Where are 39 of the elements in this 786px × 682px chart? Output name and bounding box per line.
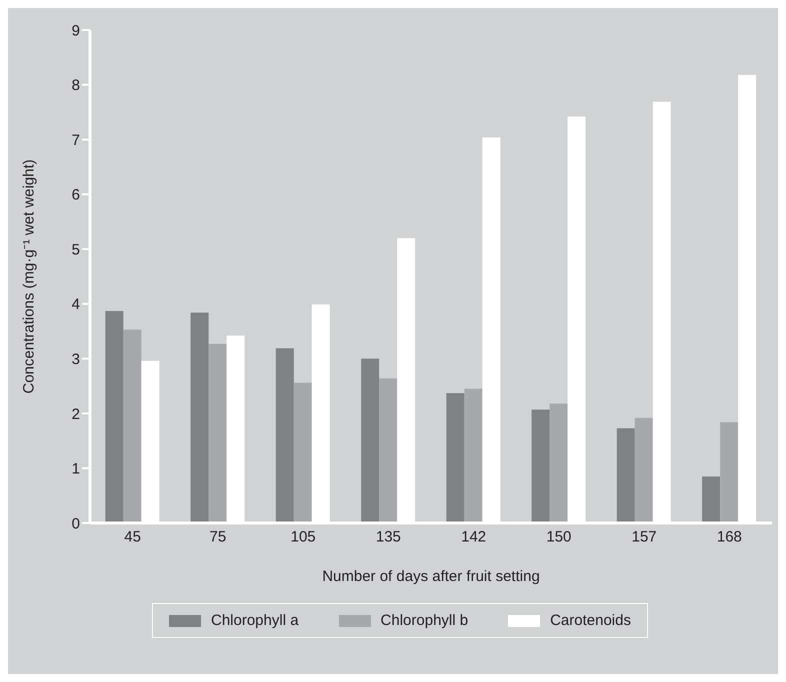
x-tick-label: 105 bbox=[290, 528, 316, 546]
x-tick-label: 168 bbox=[716, 528, 742, 546]
x-tick-label: 150 bbox=[546, 528, 572, 546]
y-tick-label: 9 bbox=[72, 22, 80, 40]
y-tick-label: 4 bbox=[72, 296, 80, 314]
y-tick-label: 2 bbox=[72, 406, 80, 423]
bar bbox=[105, 311, 124, 523]
bar bbox=[616, 428, 635, 523]
y-tick-label: 1 bbox=[72, 460, 80, 478]
bar bbox=[294, 382, 312, 523]
legend-label: Carotenoids bbox=[550, 612, 631, 629]
y-tick-label: 7 bbox=[72, 132, 80, 149]
y-tick-label: 5 bbox=[72, 241, 80, 258]
bar bbox=[532, 410, 550, 523]
bar bbox=[702, 476, 720, 523]
x-tick-label: 45 bbox=[124, 528, 141, 546]
bar bbox=[123, 330, 142, 523]
bar bbox=[276, 348, 294, 523]
x-tick-label: 142 bbox=[461, 528, 486, 546]
bar bbox=[634, 418, 653, 523]
y-axis-title: Concentrations (mg·g⁻¹ wet weight) bbox=[20, 159, 38, 394]
bar bbox=[720, 422, 738, 523]
bar bbox=[208, 344, 227, 523]
bar bbox=[361, 358, 380, 523]
y-tick-label: 6 bbox=[72, 186, 80, 204]
x-axis-title: Number of days after fruit setting bbox=[322, 568, 540, 585]
legend-label: Chlorophyll b bbox=[380, 612, 468, 629]
y-tick-label: 8 bbox=[72, 77, 80, 94]
x-tick-label: 157 bbox=[632, 528, 657, 546]
x-tick-label: 75 bbox=[210, 528, 226, 546]
bar bbox=[550, 404, 568, 523]
y-tick-label: 0 bbox=[72, 515, 80, 532]
bar bbox=[464, 388, 482, 523]
bar bbox=[446, 393, 464, 523]
legend-label: Chlorophyll a bbox=[211, 612, 299, 629]
bar bbox=[190, 312, 209, 523]
y-tick-label: 3 bbox=[72, 350, 80, 368]
x-tick-label: 135 bbox=[376, 528, 401, 546]
bar bbox=[379, 378, 398, 523]
